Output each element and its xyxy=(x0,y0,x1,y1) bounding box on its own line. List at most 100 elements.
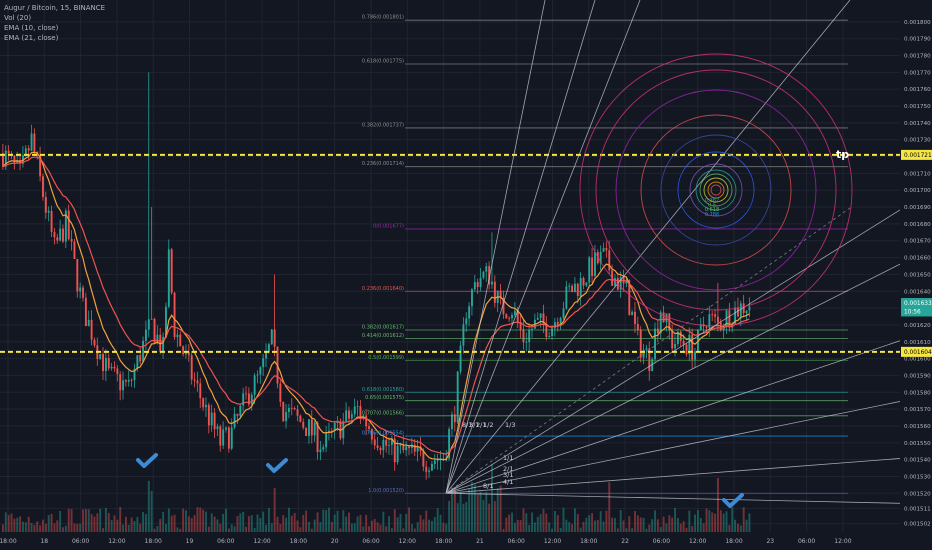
price-tick-label: 0.001760 xyxy=(904,87,931,93)
time-tick-label: 06:00 xyxy=(217,538,234,545)
candle-body xyxy=(107,357,110,369)
ema10-indicator-label[interactable]: EMA (10, close) xyxy=(4,24,59,32)
price-tick-label: 0.001570 xyxy=(904,407,931,413)
volume-bar xyxy=(565,519,568,532)
ema21-line[interactable] xyxy=(2,156,750,455)
volume-bar xyxy=(299,527,302,532)
candle-body xyxy=(310,419,313,436)
candle-body xyxy=(262,358,265,368)
candle-body xyxy=(162,336,165,352)
volume-bar xyxy=(319,522,322,532)
candle-body xyxy=(696,329,699,352)
candle-body xyxy=(70,239,73,242)
candle-body xyxy=(196,380,199,384)
candle-body xyxy=(187,352,190,356)
volume-bar xyxy=(605,510,608,532)
volume-bar xyxy=(87,509,90,532)
time-tick-label: 20 xyxy=(331,538,339,545)
volume-bar xyxy=(282,515,285,532)
fib-circle xyxy=(579,53,853,327)
price-tick-label: 0.001690 xyxy=(904,205,931,211)
time-tick-label: 12:00 xyxy=(834,538,851,545)
fib-retracement[interactable]: 0.786(0.001801) 0.618(0.001775) 0.382(0.00… xyxy=(362,15,848,494)
volume-bar xyxy=(256,514,259,532)
candle-body xyxy=(479,277,482,287)
candle-body xyxy=(665,313,668,323)
candle-body xyxy=(102,354,104,372)
candle-body xyxy=(44,196,47,213)
tp-annotation[interactable]: tp xyxy=(836,148,849,161)
candle-body xyxy=(13,155,16,163)
gann-fan[interactable]: 8/13/12/11/2 1/31/12/13/14/18/1 xyxy=(445,0,932,505)
volume-bar xyxy=(44,523,47,532)
candle-body xyxy=(659,312,662,334)
price-axis[interactable]: 0.001800 0.001790 0.001780 0.001770 0.001760… xyxy=(900,0,932,550)
candle-body xyxy=(139,355,142,362)
time-axis[interactable]: 18:00 18 06:00 12:00 18:00 19 06:00 12:00 18:00 2… xyxy=(0,532,932,550)
volume-bar xyxy=(147,480,150,532)
candle-body xyxy=(473,282,476,290)
candle-body xyxy=(737,307,739,317)
volume-bar xyxy=(279,524,282,532)
volume-indicator-label[interactable]: Vol (20) xyxy=(4,14,32,22)
candle-body xyxy=(239,405,242,416)
volume-bar xyxy=(453,487,456,532)
volume-bar xyxy=(628,516,631,532)
volume-bar xyxy=(416,522,419,532)
fib-circle xyxy=(677,151,755,229)
volume-bar xyxy=(385,526,388,532)
volume-bar xyxy=(67,508,70,532)
fib-circle xyxy=(703,177,729,203)
volume-bar xyxy=(448,500,451,532)
candle-body xyxy=(64,210,67,242)
time-tick-label: 12:00 xyxy=(544,538,561,545)
fib-level-label: 0.786(0.001554) xyxy=(362,431,404,437)
price-tick-label: 0.001550 xyxy=(904,441,931,447)
volume-bar xyxy=(671,517,674,532)
volume-bar xyxy=(222,513,225,532)
volume-bar xyxy=(227,528,230,532)
volume-bar xyxy=(513,522,516,532)
volume-bar xyxy=(631,528,634,532)
price-tick-label: 0.001730 xyxy=(904,138,931,144)
candle-body xyxy=(93,339,96,346)
volume-bar xyxy=(599,511,602,532)
candle-body xyxy=(679,331,682,341)
candle-body xyxy=(493,281,496,303)
volume-bar xyxy=(419,515,422,532)
candle-body xyxy=(99,354,102,359)
volume-bar xyxy=(413,528,416,532)
volume-bar xyxy=(156,526,159,532)
volume-bar xyxy=(50,513,53,532)
check-icon xyxy=(722,493,744,508)
volume-bar xyxy=(528,524,531,532)
candle-body xyxy=(104,357,107,372)
candle-body xyxy=(513,310,516,315)
candle-body xyxy=(185,352,187,355)
candle-body xyxy=(339,420,342,439)
volume-bar xyxy=(471,482,473,532)
price-tick-label: 0.001610 xyxy=(904,340,931,346)
ema21-indicator-label[interactable]: EMA (21, close) xyxy=(4,34,59,42)
candle-body xyxy=(691,334,694,360)
candle-body xyxy=(293,408,296,410)
volume-bar xyxy=(636,515,639,532)
volume-bar xyxy=(93,516,96,532)
volume-bar xyxy=(731,507,734,532)
candle-body xyxy=(356,406,359,407)
symbol-title[interactable]: Augur / Bitcoin, 15, BINANCE xyxy=(4,4,106,12)
price-tick-label: 0.001740 xyxy=(904,121,931,127)
ema10-line[interactable] xyxy=(2,151,750,461)
candle-body xyxy=(24,148,27,156)
fib-circle xyxy=(640,114,792,266)
volume-bar xyxy=(242,511,245,532)
candle-body xyxy=(127,379,130,382)
volume-bar xyxy=(47,515,50,532)
candle-body xyxy=(531,328,533,330)
candle-body xyxy=(591,257,594,277)
volume-bar xyxy=(405,513,408,532)
volume-bar xyxy=(187,516,190,532)
volume-bar xyxy=(33,524,36,532)
